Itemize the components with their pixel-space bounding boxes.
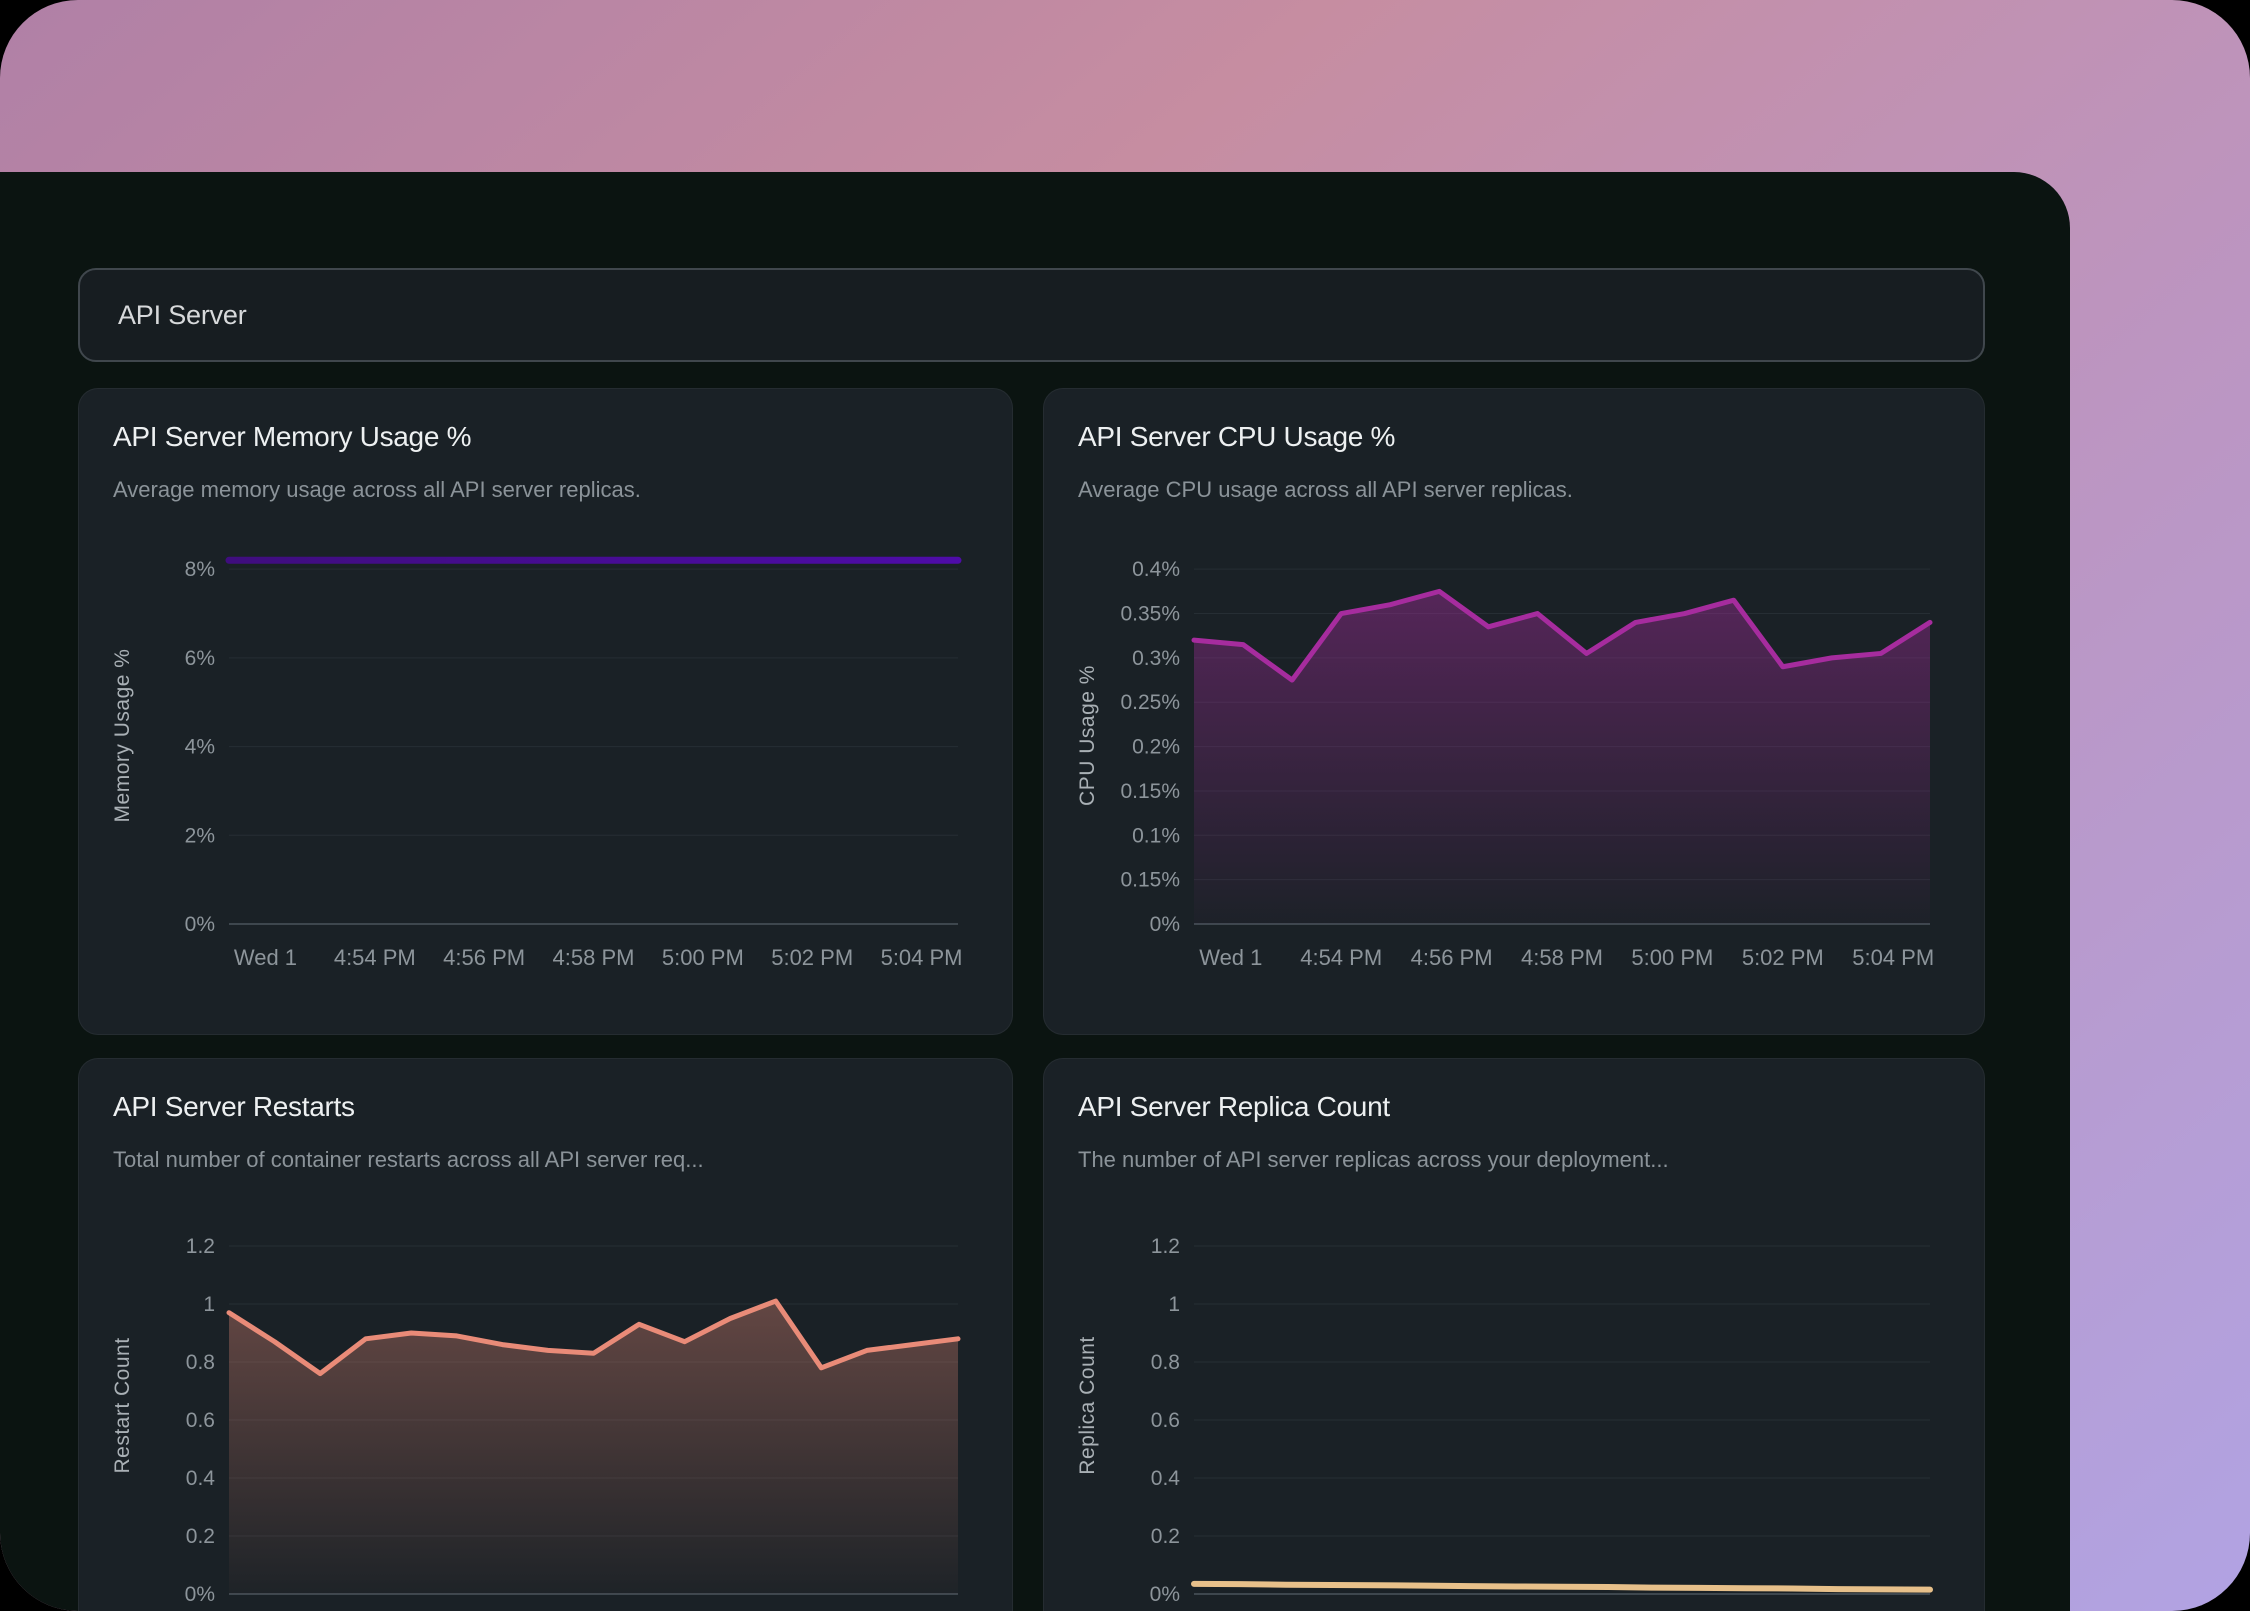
restarts-y-tick: 0.8: [186, 1351, 215, 1374]
restarts-y-tick: 0.4: [186, 1467, 216, 1490]
cpu-usage-y-tick: 0.3%: [1132, 647, 1180, 670]
replica-count-y-tick: 0.8: [1151, 1351, 1180, 1374]
memory-usage-y-tick: 2%: [185, 824, 215, 847]
cpu-usage-y-tick: 0.1%: [1132, 824, 1180, 847]
cpu-usage-y-tick: 0.35%: [1120, 603, 1180, 626]
replica-count-y-tick: 0.2: [1151, 1525, 1180, 1548]
replica-count-y-tick: 0.6: [1151, 1409, 1180, 1432]
memory-usage-svg: 8% 6% 4% 2% 0% Wed 1 4:54 PM 4:56 PM 4:58 PM 5:00…: [111, 556, 963, 970]
restarts-y-tick: 0%: [185, 1583, 215, 1606]
restarts-y-axis-label: Restart Count: [113, 1337, 134, 1473]
memory-usage-x-tick: 5:02 PM: [771, 945, 853, 970]
cpu-usage-y-axis-label: CPU Usage %: [1078, 665, 1099, 806]
cpu-usage-chart: 0.4% 0.35% 0.3% 0.25% 0.2% 0.15% 0.1% 0.15% 0% We…: [1076, 537, 1950, 1007]
chart-subtitle: Average memory usage across all API serv…: [113, 477, 641, 502]
memory-usage-y-tick: 4%: [185, 736, 215, 759]
memory-usage-card: API Server Memory Usage % Average memory…: [78, 388, 1013, 1035]
chart-subtitle: Average CPU usage across all API server …: [1078, 477, 1573, 502]
cpu-usage-y-tick: 0.15%: [1120, 869, 1180, 892]
replica-count-line: [1191, 1580, 1933, 1593]
memory-usage-x-tick: Wed 1: [234, 945, 297, 970]
memory-usage-y-axis-label: Memory Usage %: [113, 649, 134, 823]
cpu-usage-x-tick: 5:00 PM: [1631, 945, 1713, 970]
replica-count-y-tick: 0%: [1150, 1583, 1180, 1606]
replica-count-y-tick: 1: [1168, 1293, 1180, 1316]
restarts-y-tick: 1.2: [186, 1235, 215, 1258]
replica-count-y-tick: 0.4: [1151, 1467, 1181, 1490]
section-header-api-server[interactable]: API Server: [78, 268, 1985, 362]
cpu-usage-y-tick: 0.2%: [1132, 736, 1180, 759]
memory-usage-y-tick: 0%: [185, 913, 215, 936]
section-title: API Server: [118, 299, 247, 330]
memory-usage-x-tick: 5:00 PM: [662, 945, 744, 970]
memory-usage-y-tick: 6%: [185, 647, 215, 670]
memory-usage-x-tick: 4:56 PM: [443, 945, 525, 970]
dashboard-panel: API Server API Server Memory Usage % Ave…: [0, 172, 2070, 1611]
chart-title: API Server Memory Usage %: [113, 421, 472, 452]
restarts-line: [226, 1298, 961, 1377]
chart-title: API Server Replica Count: [1078, 1091, 1390, 1122]
memory-usage-x-tick: 4:58 PM: [553, 945, 635, 970]
cpu-usage-y-tick: 0.4%: [1132, 558, 1180, 581]
restarts-chart: 1.2 1 0.8 0.6 0.4 0.2 0% Restart Count: [111, 1207, 978, 1611]
cpu-usage-x-tick: Wed 1: [1199, 945, 1262, 970]
chart-title: API Server CPU Usage %: [1078, 421, 1396, 452]
restarts-y-tick: 1: [203, 1293, 215, 1316]
cpu-usage-svg: 0.4% 0.35% 0.3% 0.25% 0.2% 0.15% 0.1% 0.15% 0% We…: [1076, 558, 1934, 970]
cpu-usage-y-tick: 0.15%: [1120, 780, 1180, 803]
replica-count-y-axis-label: Replica Count: [1078, 1336, 1099, 1474]
replica-count-y-tick: 1.2: [1151, 1235, 1180, 1258]
restarts-y-tick: 0.2: [186, 1525, 215, 1548]
cpu-usage-x-tick: 4:56 PM: [1411, 945, 1493, 970]
memory-usage-x-tick: 4:54 PM: [334, 945, 416, 970]
replica-count-svg: 1.2 1 0.8 0.6 0.4 0.2 0% Replica Count: [1076, 1235, 1933, 1606]
chart-subtitle: Total number of container restarts acros…: [113, 1147, 704, 1172]
restarts-y-tick: 0.6: [186, 1409, 215, 1432]
cpu-usage-line: [1191, 588, 1933, 683]
chart-subtitle: The number of API server replicas across…: [1078, 1147, 1669, 1172]
replica-count-chart: 1.2 1 0.8 0.6 0.4 0.2 0% Replica Count: [1076, 1207, 1950, 1611]
memory-usage-chart: 8% 6% 4% 2% 0% Wed 1 4:54 PM 4:56 PM 4:58 PM 5:00…: [111, 537, 978, 1007]
cpu-usage-x-tick: 5:04 PM: [1852, 945, 1934, 970]
cpu-usage-card: API Server CPU Usage % Average CPU usage…: [1043, 388, 1985, 1035]
memory-usage-y-tick: 8%: [185, 558, 215, 581]
cpu-usage-area: [1194, 591, 1930, 924]
restarts-svg: 1.2 1 0.8 0.6 0.4 0.2 0% Restart Count: [111, 1235, 961, 1606]
cpu-usage-y-tick: 0%: [1150, 913, 1180, 936]
cpu-usage-x-tick: 4:58 PM: [1521, 945, 1603, 970]
restarts-card: API Server Restarts Total number of cont…: [78, 1058, 1013, 1611]
cpu-usage-x-tick: 4:54 PM: [1300, 945, 1382, 970]
cpu-usage-x-tick: 5:02 PM: [1742, 945, 1824, 970]
restarts-area: [229, 1301, 958, 1594]
chart-title: API Server Restarts: [113, 1091, 355, 1122]
replica-count-card: API Server Replica Count The number of A…: [1043, 1058, 1985, 1611]
cpu-usage-y-tick: 0.25%: [1120, 691, 1180, 714]
memory-usage-x-tick: 5:04 PM: [881, 945, 963, 970]
